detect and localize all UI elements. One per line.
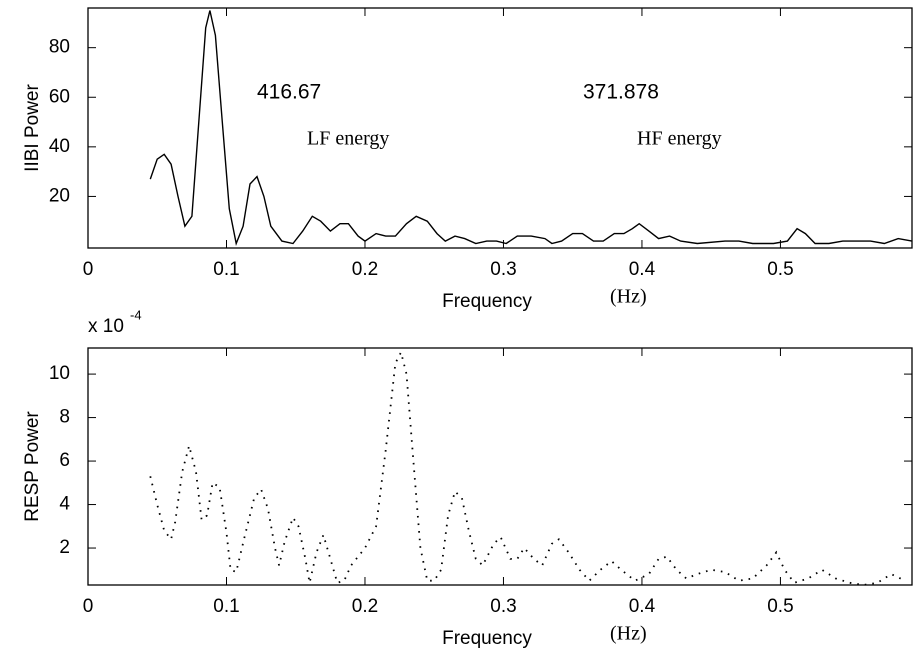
y-tick-label: 6 [59,450,70,471]
x-tick-label: 0.5 [767,259,793,280]
y-tick-label: 8 [59,407,70,428]
x-tick-label: 0.4 [629,259,656,280]
data-line [149,349,906,586]
x-tick-label: 0.1 [213,259,239,280]
x-axis-unit: (Hz) [610,623,647,645]
x-axis-label: Frequency [442,628,532,649]
x-axis-label: Frequency [442,291,532,312]
annotation: 416.67 [257,81,321,104]
x-tick-label: 0.4 [629,596,656,617]
annotation: LF energy [307,128,389,150]
y-tick-label: 10 [49,363,70,384]
x-tick-label: 0.2 [352,259,378,280]
x-tick-label: 0 [83,259,94,280]
y-tick-label: 60 [49,86,70,107]
y-axis-label: IIBI Power [22,84,43,172]
y-tick-label: 40 [49,136,70,157]
axes-box [87,347,913,586]
x-tick-label: 0.3 [490,596,516,617]
x-tick-label: 0.3 [490,259,516,280]
annotation: HF energy [637,128,722,150]
x-axis-unit: (Hz) [610,286,647,308]
x-tick-label: 0 [83,596,94,617]
axes-box [87,7,913,249]
y-tick-label: 80 [49,37,70,58]
y-axis-label: RESP Power [22,411,43,522]
annotation: 371.878 [583,81,659,104]
scale-exponent: -4 [130,307,142,322]
y-tick-label: 20 [49,185,70,206]
y-tick-label: 4 [59,494,70,515]
scale-label: x 10 [88,316,124,337]
x-tick-label: 0.5 [767,596,793,617]
y-tick-label: 2 [59,537,70,558]
x-tick-label: 0.1 [213,596,239,617]
data-line [149,10,913,246]
x-tick-label: 0.2 [352,596,378,617]
